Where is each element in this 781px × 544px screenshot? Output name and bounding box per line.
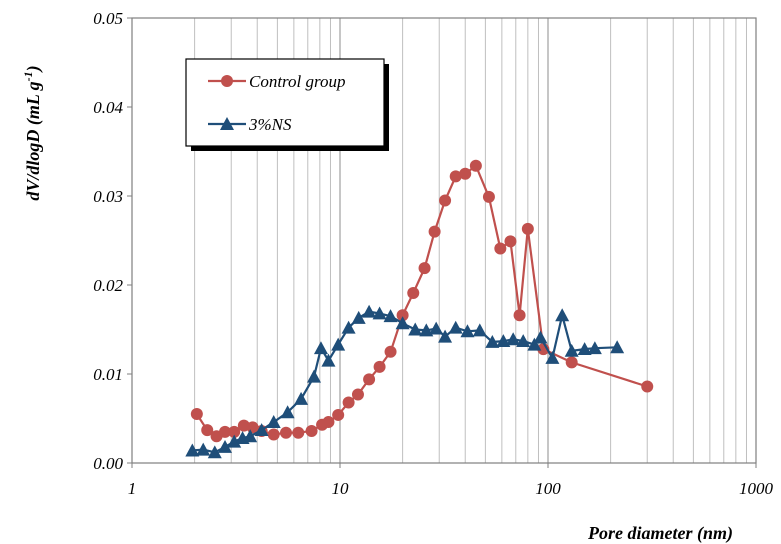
data-point	[504, 235, 517, 248]
data-point	[610, 340, 625, 354]
data-point	[227, 434, 242, 448]
data-point	[438, 329, 453, 343]
data-point	[506, 332, 521, 346]
data-point	[482, 190, 495, 203]
y-axis-title-end: )	[23, 65, 44, 73]
data-point	[587, 341, 602, 355]
data-point	[292, 426, 305, 439]
data-point	[321, 353, 336, 367]
data-point	[428, 225, 441, 238]
data-point	[362, 304, 377, 318]
legend-swatch-marker	[221, 75, 233, 87]
data-point	[267, 428, 280, 441]
legend-label: 3%NS	[248, 115, 292, 134]
y-tick-label: 0.03	[93, 187, 123, 206]
data-point	[228, 425, 241, 438]
x-axis-title: Pore diameter (nm)	[587, 523, 733, 544]
axes: 0.00 0.01 0.02 0.03 0.04 0.05 1 10 100 1000	[93, 9, 773, 498]
data-point	[201, 424, 214, 437]
data-point	[395, 316, 410, 330]
data-point	[439, 194, 452, 207]
data-point	[384, 345, 397, 358]
data-point	[196, 442, 211, 456]
x-tick-label: 1	[128, 479, 137, 498]
data-point	[294, 391, 309, 405]
plot-frame	[131, 17, 757, 464]
data-point	[448, 320, 463, 334]
data-point	[418, 262, 431, 275]
data-point	[533, 330, 548, 344]
y-tick-label: 0.00	[93, 454, 123, 473]
data-point	[373, 360, 386, 373]
y-tick-label: 0.04	[93, 98, 123, 117]
data-point	[429, 321, 444, 335]
data-point	[280, 405, 295, 419]
data-point	[254, 423, 269, 437]
y-tick-label: 0.01	[93, 365, 123, 384]
y-tick-label: 0.05	[93, 9, 123, 28]
y-axis-title-sup: -1	[21, 71, 35, 81]
data-point	[408, 322, 423, 336]
data-point	[527, 337, 542, 351]
data-point	[516, 334, 531, 348]
data-point	[266, 415, 281, 429]
data-point	[313, 341, 328, 355]
data-point	[383, 309, 398, 323]
data-point	[521, 222, 534, 235]
data-point	[190, 408, 203, 421]
data-point	[555, 308, 570, 322]
data-point	[351, 310, 366, 324]
data-point	[307, 369, 322, 383]
data-point	[372, 306, 387, 320]
data-point	[342, 396, 355, 409]
legend-swatch-marker	[220, 117, 234, 130]
data-point	[494, 242, 507, 255]
data-point	[185, 443, 200, 457]
x-tick-label: 100	[535, 479, 561, 498]
data-point	[331, 337, 346, 351]
data-point	[341, 320, 356, 334]
data-point	[322, 416, 335, 429]
series-1	[185, 304, 625, 459]
data-point	[332, 408, 345, 421]
series-0	[190, 159, 654, 443]
data-point	[218, 439, 233, 453]
legend-items: Control group 3%NS	[208, 72, 346, 134]
data-point	[545, 350, 560, 364]
series-layer	[185, 159, 654, 459]
data-point	[577, 342, 592, 356]
y-axis-title-main: dV/dlogD (mL g	[23, 81, 44, 200]
data-point	[243, 429, 258, 443]
x-tick-label: 10	[332, 479, 350, 498]
data-point	[496, 334, 511, 348]
data-point	[459, 167, 472, 180]
legend-box	[185, 58, 385, 147]
data-point	[305, 424, 318, 437]
data-point	[419, 323, 434, 337]
data-point	[396, 309, 409, 322]
x-tick-label: 1000	[739, 479, 774, 498]
data-point	[564, 343, 579, 357]
legend: Control group 3%NS	[185, 58, 389, 151]
data-point	[351, 388, 364, 401]
data-point	[219, 425, 232, 438]
data-point	[363, 373, 376, 386]
data-point	[407, 287, 420, 300]
data-point	[279, 426, 292, 439]
legend-label: Control group	[249, 72, 346, 91]
data-point	[469, 159, 482, 172]
y-tick-label: 0.02	[93, 276, 123, 295]
data-point	[207, 445, 222, 459]
data-point	[460, 324, 475, 338]
data-point	[449, 170, 462, 183]
data-point	[513, 309, 526, 322]
data-point	[641, 380, 654, 393]
data-point	[565, 356, 578, 369]
y-axis-title: dV/dlogD (mL g-1)	[21, 65, 44, 200]
data-point	[485, 334, 500, 348]
data-point	[472, 323, 487, 337]
